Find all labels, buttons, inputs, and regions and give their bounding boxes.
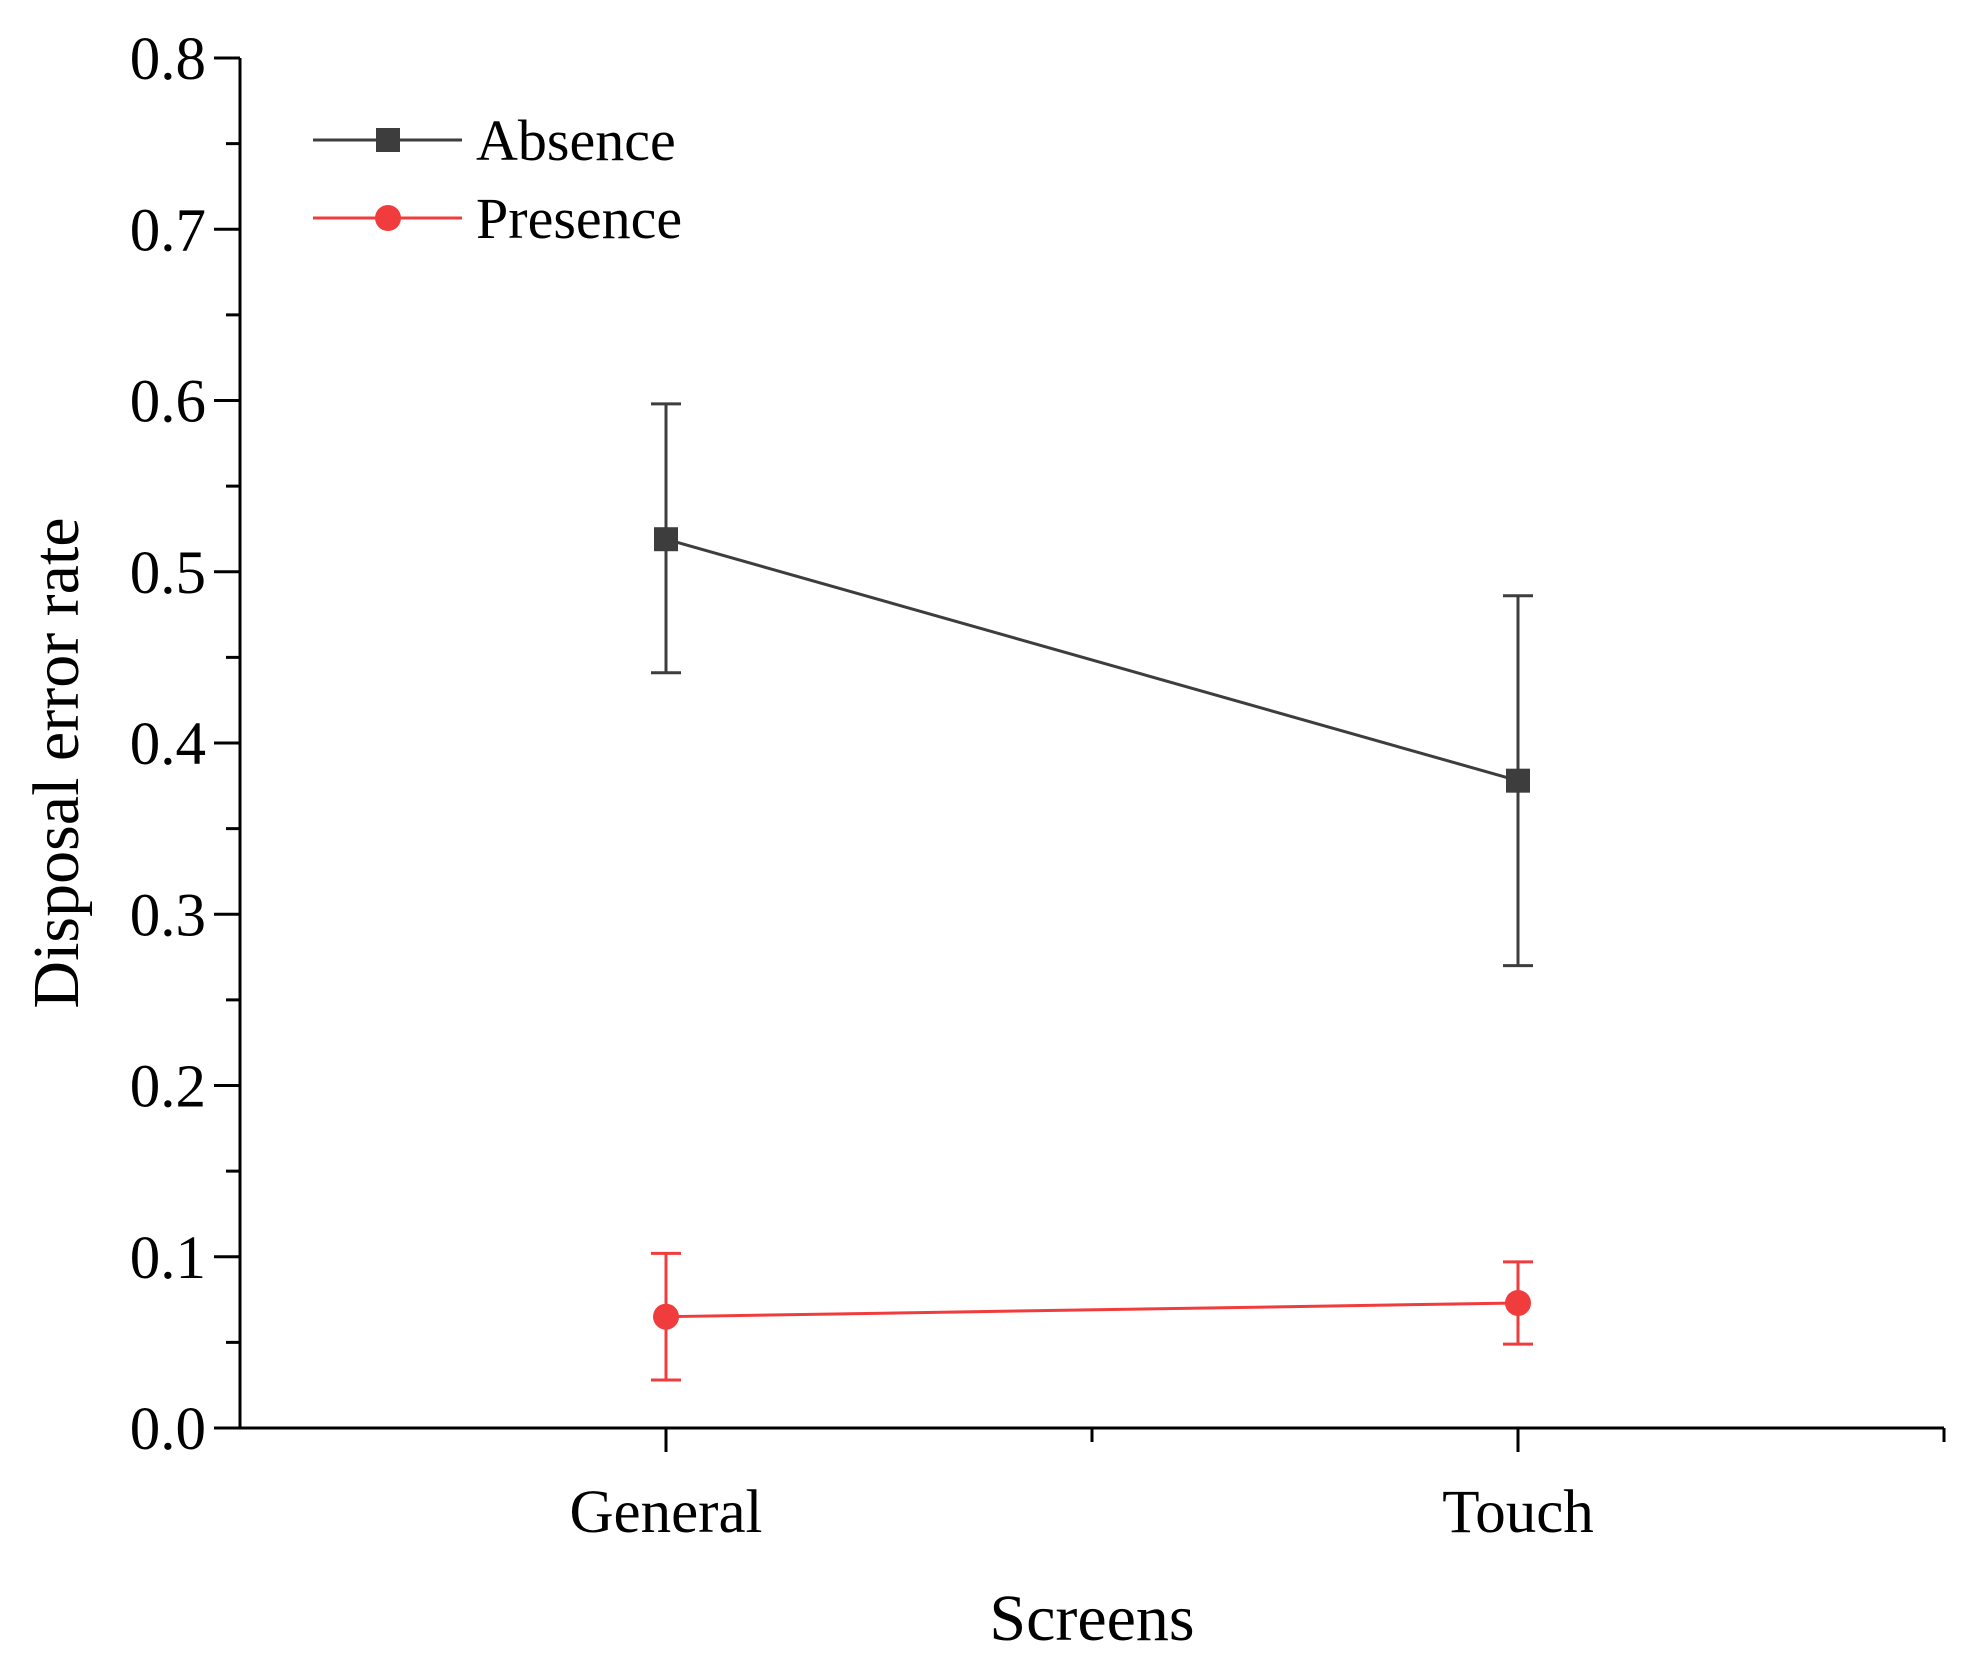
legend-item-absence: Absence xyxy=(313,108,676,173)
legend-marker xyxy=(375,205,401,231)
axes: 0.0 0.1 0.2 0.3 0.4 0.5 0.6 0.7 0.8 General Touch xyxy=(130,26,1946,1546)
y-tick-label: 0.2 xyxy=(130,1054,206,1121)
series-absence xyxy=(651,402,1533,968)
x-axis-title: Screens xyxy=(989,1582,1194,1654)
y-axis-title: Disposal error rate xyxy=(20,517,93,1008)
data-point xyxy=(654,527,678,552)
legend-label: Absence xyxy=(476,108,676,173)
series-presence xyxy=(651,1251,1533,1382)
y-tick-label: 0.4 xyxy=(130,711,206,778)
data-point xyxy=(1505,1289,1531,1316)
legend-label: Presence xyxy=(476,186,682,251)
y-tick-label: 0.3 xyxy=(130,882,206,949)
data-point xyxy=(1506,768,1530,793)
series-layer xyxy=(651,402,1533,1382)
y-tick-label: 0.0 xyxy=(130,1396,206,1463)
legend-item-presence: Presence xyxy=(313,186,682,251)
y-tick-label: 0.5 xyxy=(130,540,206,607)
y-tick-label: 0.1 xyxy=(130,1225,206,1292)
series-line xyxy=(665,1301,1519,1319)
legend: Absence Presence xyxy=(313,108,682,251)
legend-marker xyxy=(376,128,400,152)
y-tick-label: 0.6 xyxy=(130,369,206,436)
data-point xyxy=(653,1303,679,1330)
y-tick-label: 0.7 xyxy=(130,197,206,264)
series-line xyxy=(665,537,1519,783)
x-tick-label: Touch xyxy=(1442,1479,1594,1546)
x-tick-label: General xyxy=(569,1479,762,1546)
y-tick-label: 0.8 xyxy=(130,26,206,93)
